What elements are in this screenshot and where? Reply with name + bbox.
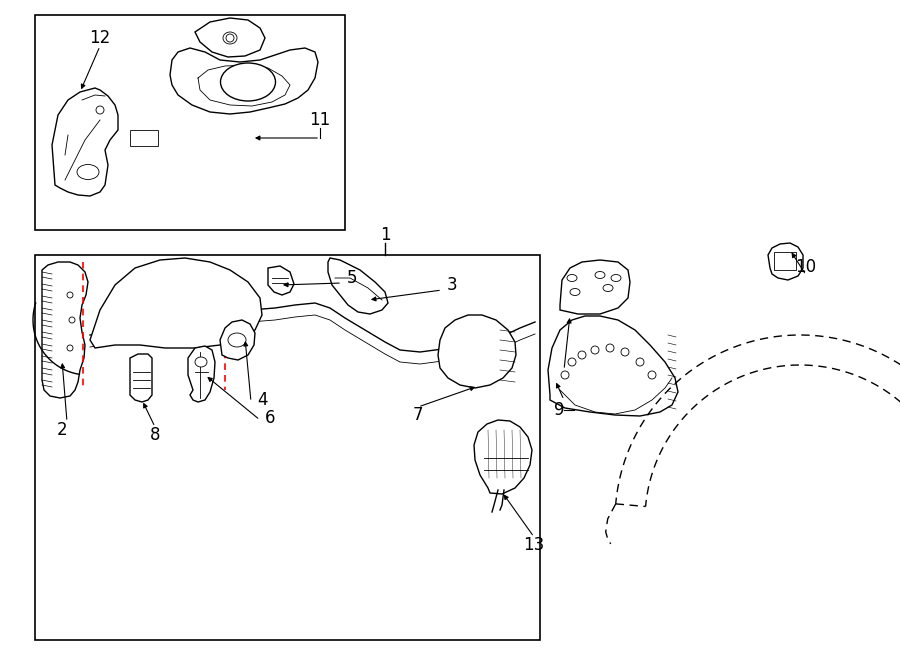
Text: 5: 5: [346, 269, 357, 287]
Ellipse shape: [77, 165, 99, 180]
Bar: [130, 130, 158, 146]
Circle shape: [648, 371, 656, 379]
Polygon shape: [220, 320, 255, 360]
Polygon shape: [130, 354, 152, 402]
Ellipse shape: [223, 32, 237, 44]
Circle shape: [591, 346, 599, 354]
Text: 8: 8: [149, 426, 160, 444]
Circle shape: [69, 317, 75, 323]
Polygon shape: [768, 243, 803, 280]
Polygon shape: [268, 266, 294, 295]
Polygon shape: [195, 18, 265, 57]
Ellipse shape: [603, 284, 613, 292]
Text: 3: 3: [446, 276, 457, 294]
Ellipse shape: [195, 357, 207, 367]
Circle shape: [96, 106, 104, 114]
Circle shape: [636, 358, 644, 366]
Ellipse shape: [567, 274, 577, 282]
Text: 7: 7: [413, 406, 423, 424]
Circle shape: [561, 371, 569, 379]
Ellipse shape: [228, 333, 246, 347]
Text: 11: 11: [310, 111, 330, 129]
Polygon shape: [90, 258, 262, 348]
Ellipse shape: [220, 63, 275, 101]
Ellipse shape: [611, 274, 621, 282]
Circle shape: [67, 345, 73, 351]
Circle shape: [568, 358, 576, 366]
Text: 13: 13: [524, 536, 544, 554]
Bar: [774, 252, 796, 270]
Polygon shape: [474, 420, 532, 494]
Text: 1: 1: [380, 226, 391, 244]
Bar: [35, 15, 345, 230]
Text: 10: 10: [796, 258, 816, 276]
Polygon shape: [438, 315, 516, 388]
Polygon shape: [560, 260, 630, 314]
Text: 4: 4: [257, 391, 268, 409]
Circle shape: [606, 344, 614, 352]
Polygon shape: [52, 88, 118, 196]
Polygon shape: [328, 258, 388, 314]
Text: 12: 12: [89, 29, 111, 47]
Text: 6: 6: [265, 409, 275, 427]
Circle shape: [67, 292, 73, 298]
Polygon shape: [188, 346, 215, 402]
Circle shape: [578, 351, 586, 359]
Circle shape: [226, 34, 234, 42]
Text: 9: 9: [554, 401, 564, 419]
Circle shape: [621, 348, 629, 356]
Text: 2: 2: [57, 421, 68, 439]
Polygon shape: [548, 316, 678, 416]
Bar: [35, 255, 540, 640]
Ellipse shape: [570, 288, 580, 295]
Polygon shape: [42, 262, 88, 398]
Polygon shape: [170, 48, 318, 114]
Ellipse shape: [595, 272, 605, 278]
